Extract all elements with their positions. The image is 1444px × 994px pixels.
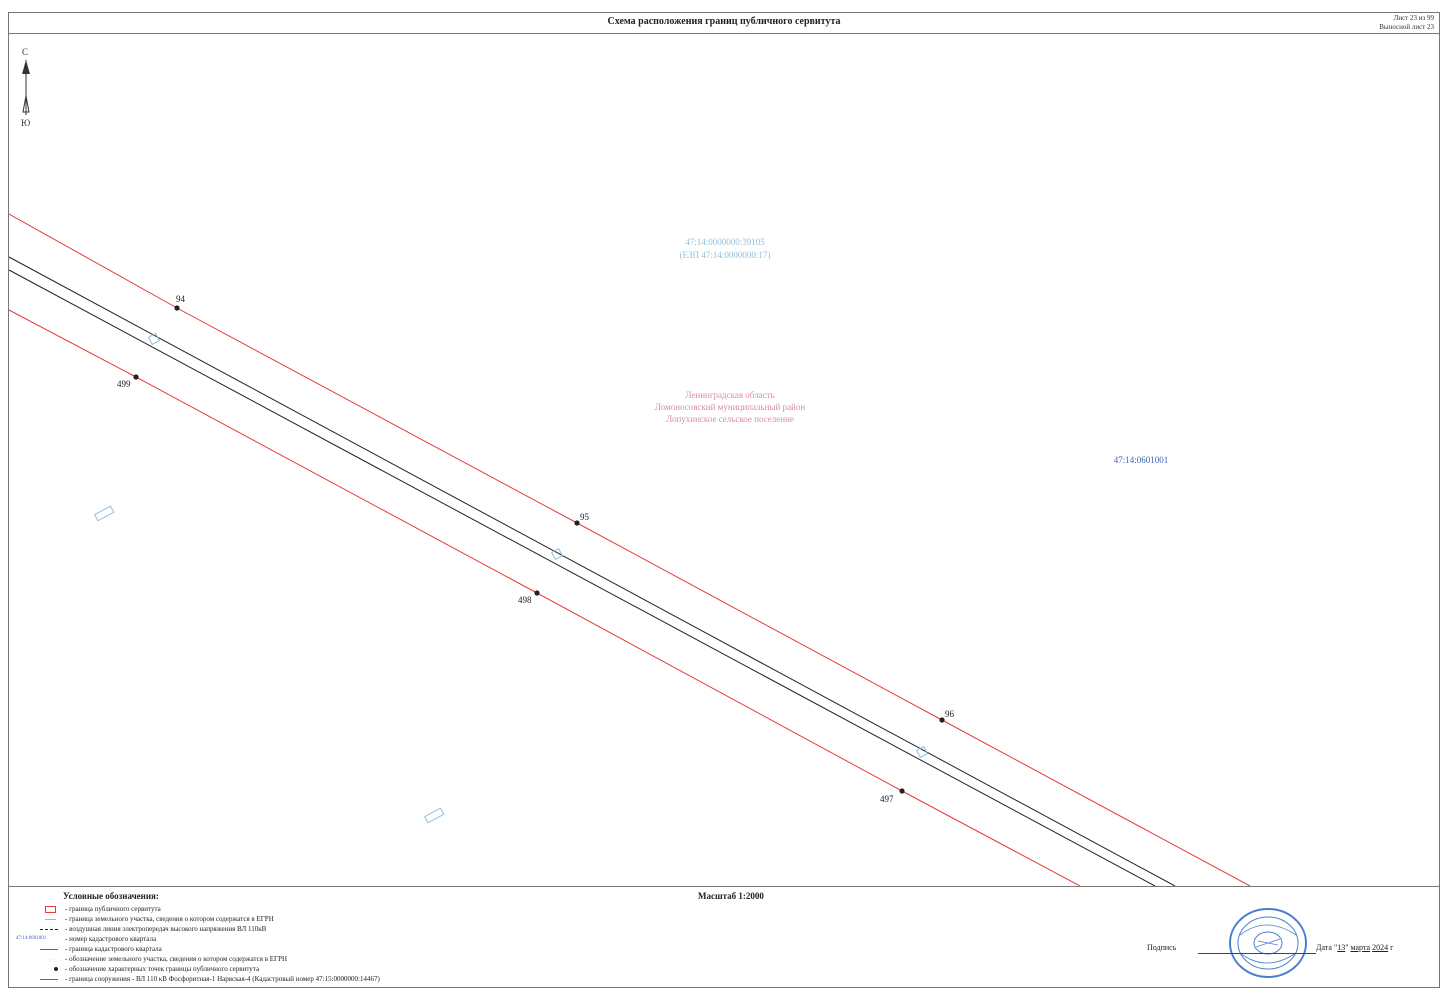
north-label: С <box>22 47 28 57</box>
point-497[interactable] <box>899 788 905 794</box>
quarter-number-symbol-icon: 47:14:0601001 <box>16 936 47 941</box>
sheet-label: Лист 23 из 99 <box>1393 14 1434 22</box>
legend-panel: Условные обозначения: Масштаб 1:2000 - г… <box>8 886 1440 988</box>
region-name: Ленинградская область <box>685 390 774 400</box>
legend-item-label: - номер кадастрового квартала <box>65 935 157 943</box>
parcel-marker <box>915 745 929 759</box>
point-94[interactable] <box>174 305 180 311</box>
parcel-boundary-symbol-icon <box>18 914 63 924</box>
date-day: 13 <box>1337 943 1346 952</box>
scale-label: Масштаб 1:2000 <box>698 891 764 901</box>
date-field: Дата "13" марта 2024 г <box>1316 943 1393 952</box>
signature-label: Подпись <box>1147 943 1177 952</box>
power-line-symbol-icon <box>18 924 63 934</box>
point-label-94: 94 <box>176 294 186 304</box>
point-labels: 94 95 96 499 498 497 <box>117 294 955 804</box>
legend-item-label: - граница кадастрового квартала <box>65 945 162 953</box>
point-label-499: 499 <box>117 379 131 389</box>
sheet-number: Лист 23 из 99 Выносной лист 23 <box>1379 14 1434 32</box>
south-label: Ю <box>21 118 30 128</box>
signature-line <box>1198 953 1316 954</box>
north-arrow-icon: С Ю <box>21 47 30 128</box>
structure-boundary-symbol-icon <box>18 974 63 984</box>
point-label-96: 96 <box>945 709 955 719</box>
page-title: Схема расположения границ публичного сер… <box>607 16 841 27</box>
legend-item: : : - обозначение земельного участка, св… <box>18 954 380 964</box>
date-suffix: г <box>1390 943 1394 952</box>
date-quote: " <box>1345 943 1349 952</box>
legend-item-label: - граница сооружения - ВЛ 110 кВ Фосфори… <box>65 975 380 983</box>
point-96[interactable] <box>939 717 945 723</box>
quarter-boundary-symbol-icon <box>18 944 63 954</box>
map-lines <box>9 213 1251 886</box>
point-label-498: 498 <box>518 595 532 605</box>
legend-item: - обозначение характерных точек границы … <box>18 964 380 974</box>
point-499[interactable] <box>133 374 139 380</box>
legend-item-label: - воздушная линия электропередач высоког… <box>65 925 267 933</box>
parcel-marker <box>147 332 161 346</box>
legend-item-label: - обозначение земельного участка, сведен… <box>65 955 288 963</box>
point-label-95: 95 <box>580 512 590 522</box>
legend-title: Условные обозначения: <box>63 891 159 901</box>
parcel-marker <box>93 505 115 522</box>
settlement-name: Лопухинское сельское поселение <box>666 414 794 424</box>
parcel-marker <box>423 807 445 824</box>
legend-item: - граница сооружения - ВЛ 110 кВ Фосфори… <box>18 974 380 984</box>
legend-item-label: - обозначение характерных точек границы … <box>65 965 260 973</box>
map-canvas[interactable]: С Ю 94 95 96 499 498 497 47:14:0000000:3… <box>0 0 1444 886</box>
parcel-markers <box>93 332 929 824</box>
sheet-sub-label: Выносной лист 23 <box>1379 23 1434 31</box>
official-seal-icon <box>1229 908 1307 978</box>
parcel-label-symbol-icon: : : <box>50 958 55 964</box>
legend-item: - граница земельного участка, сведения о… <box>18 914 380 924</box>
date-year: 2024 <box>1372 943 1389 952</box>
servitude-boundary-symbol-icon <box>18 904 63 914</box>
title-bar: Схема расположения границ публичного сер… <box>8 12 1440 34</box>
legend-item-label: - граница публичного сервитута <box>65 905 161 913</box>
legend-item: 47:14:0601001 - номер кадастрового кварт… <box>16 934 380 944</box>
power-line-110kv <box>9 256 1176 886</box>
legend-item-label: - граница земельного участка, сведения о… <box>65 915 274 923</box>
point-label-497: 497 <box>880 794 894 804</box>
servitude-boundary-south <box>9 309 1081 886</box>
date-prefix: Дата " <box>1316 943 1338 952</box>
sheet-frame <box>8 12 1440 988</box>
parcel-cadastral-number: 47:14:0000000:39105 <box>685 237 765 247</box>
date-month: марта <box>1350 943 1371 952</box>
servitude-boundary-north <box>9 213 1251 886</box>
legend-item: - граница кадастрового квартала <box>18 944 380 954</box>
boundary-points <box>133 305 945 794</box>
district-name: Ломоносовский муниципальный район <box>655 402 806 412</box>
point-498[interactable] <box>534 590 540 596</box>
parcel-marker <box>550 547 564 561</box>
point-95[interactable] <box>574 520 580 526</box>
structure-boundary-line <box>9 269 1156 886</box>
legend-item: - граница публичного сервитута <box>18 904 380 914</box>
legend-item: - воздушная линия электропередач высоког… <box>18 924 380 934</box>
parcel-egp-number: (ЕЗП 47:14:0000000:17) <box>680 250 771 260</box>
characteristic-point-symbol-icon <box>18 964 63 974</box>
legend-list: - граница публичного сервитута - граница… <box>16 904 380 984</box>
cadastral-quarter-number: 47:14:0601001 <box>1114 455 1169 465</box>
